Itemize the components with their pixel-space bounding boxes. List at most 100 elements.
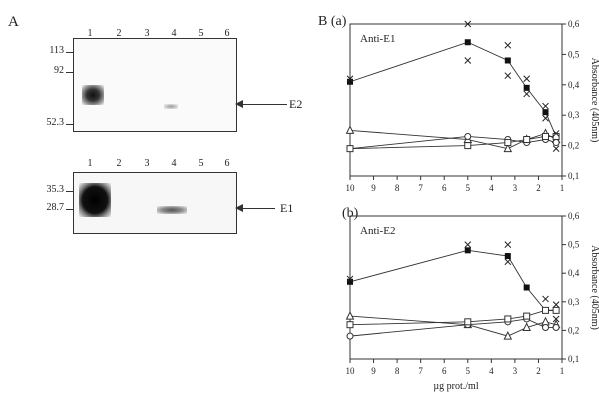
cross-stroke bbox=[542, 114, 549, 122]
x-tick-label: 6 bbox=[442, 366, 447, 376]
marker-tick bbox=[66, 209, 74, 210]
y-tick-label: 0,6 bbox=[568, 19, 580, 29]
data-point-filled-square bbox=[464, 247, 471, 254]
panel-a-label: A bbox=[8, 14, 19, 30]
y-tick-label: 0,3 bbox=[568, 297, 580, 307]
e1-arrow bbox=[237, 208, 275, 209]
data-point-filled-square bbox=[523, 284, 530, 291]
cross-stroke bbox=[464, 241, 472, 248]
e2-arrow bbox=[237, 104, 287, 105]
data-point-filled-square bbox=[504, 253, 511, 260]
x-tick-label: 5 bbox=[466, 366, 471, 376]
data-point-square bbox=[542, 132, 550, 140]
y-tick-label: 0,1 bbox=[568, 171, 579, 181]
chart-title: Anti-E1 bbox=[360, 33, 395, 45]
data-point-cross bbox=[552, 130, 560, 137]
data-point-cross bbox=[504, 241, 512, 248]
marker-tick bbox=[66, 52, 74, 53]
e1-band-label: E1 bbox=[280, 201, 294, 215]
y-axis-label: Absorbance (405nm) bbox=[589, 58, 599, 143]
cross-stroke bbox=[346, 75, 354, 83]
data-point-cross bbox=[523, 75, 531, 83]
x-tick-label: 1 bbox=[560, 183, 565, 193]
y-axis-label: Absorbance (405nm) bbox=[589, 245, 599, 330]
data-point-circle bbox=[346, 332, 354, 340]
data-point-cross bbox=[552, 301, 560, 309]
data-point-triangle bbox=[503, 143, 513, 153]
data-point-square bbox=[523, 136, 531, 144]
cross-stroke bbox=[552, 145, 560, 152]
lane-number: 1 bbox=[87, 28, 93, 39]
data-point-triangle bbox=[541, 316, 550, 326]
x-tick-label: 7 bbox=[418, 183, 423, 193]
lane-number: 2 bbox=[116, 28, 122, 39]
x-tick-label: 2 bbox=[536, 366, 541, 376]
data-point-cross bbox=[552, 145, 560, 152]
cross-stroke bbox=[552, 301, 560, 309]
marker-tick bbox=[66, 72, 74, 73]
western-blot-top bbox=[73, 38, 237, 132]
data-point-cross bbox=[552, 315, 560, 323]
data-point-cross bbox=[464, 57, 472, 64]
cross-stroke bbox=[552, 315, 560, 323]
x-tick-label: 1 bbox=[560, 366, 565, 376]
data-point-circle bbox=[552, 139, 560, 147]
data-point-square bbox=[346, 321, 354, 329]
x-tick-label: 9 bbox=[371, 366, 376, 376]
data-point-triangle bbox=[522, 322, 531, 332]
cross-stroke bbox=[542, 102, 549, 110]
x-tick-label: 2 bbox=[536, 183, 541, 193]
cross-stroke bbox=[346, 275, 354, 283]
data-point-filled-square bbox=[464, 39, 471, 46]
y-tick-label: 0,1 bbox=[568, 354, 579, 364]
cross-stroke bbox=[464, 20, 472, 28]
cross-stroke bbox=[504, 72, 512, 80]
data-point-cross bbox=[346, 275, 354, 283]
mw-marker: 35.3 bbox=[46, 184, 65, 195]
lane-number: 4 bbox=[171, 28, 177, 39]
x-tick-label: 10 bbox=[346, 183, 356, 193]
band-e2-lane1 bbox=[82, 85, 104, 105]
y-tick-label: 0,2 bbox=[568, 141, 579, 151]
marker-tick bbox=[66, 124, 74, 125]
y-tick-label: 0,4 bbox=[568, 268, 580, 278]
lane-number: 6 bbox=[224, 28, 230, 39]
cross-stroke bbox=[552, 130, 560, 137]
data-point-filled-square bbox=[523, 84, 530, 91]
data-point-cross bbox=[464, 20, 472, 28]
x-tick-label: 3 bbox=[513, 183, 518, 193]
y-tick-label: 0,5 bbox=[568, 240, 580, 250]
plot-frame bbox=[349, 23, 563, 177]
cross-stroke bbox=[523, 90, 531, 98]
marker-tick bbox=[66, 191, 74, 192]
data-point-square bbox=[504, 139, 512, 147]
y-tick-label: 0,4 bbox=[568, 80, 580, 90]
mw-marker: 113 bbox=[49, 45, 64, 56]
e1-arrowhead bbox=[235, 204, 243, 212]
x-axis-label: µg prot./ml bbox=[433, 381, 478, 392]
x-tick-label: 4 bbox=[489, 183, 494, 193]
panel-b-sub-label: (b) bbox=[342, 206, 359, 221]
chart-title: Anti-E2 bbox=[360, 225, 395, 237]
lane-number: 2 bbox=[116, 158, 122, 169]
e2-arrowhead bbox=[235, 100, 243, 108]
x-tick-label: 5 bbox=[466, 183, 471, 193]
plot-frame bbox=[349, 215, 563, 360]
data-point-filled-square bbox=[504, 57, 511, 64]
data-point-cross bbox=[346, 75, 354, 83]
data-point-square bbox=[464, 318, 472, 326]
lane-number: 5 bbox=[198, 28, 204, 39]
data-point-cross bbox=[542, 295, 549, 303]
band-e2-lane4 bbox=[164, 104, 178, 109]
e2-band-label: E2 bbox=[289, 97, 303, 111]
x-tick-label: 7 bbox=[418, 366, 423, 376]
data-point-circle bbox=[552, 324, 560, 332]
y-tick-label: 0,6 bbox=[568, 211, 580, 221]
panel-b-label: B (a) bbox=[318, 14, 347, 29]
cross-stroke bbox=[542, 295, 549, 303]
lane-number: 4 bbox=[171, 158, 177, 169]
data-point-cross bbox=[542, 114, 549, 122]
data-point-square bbox=[504, 315, 512, 323]
band-e1-lane1 bbox=[79, 183, 111, 217]
